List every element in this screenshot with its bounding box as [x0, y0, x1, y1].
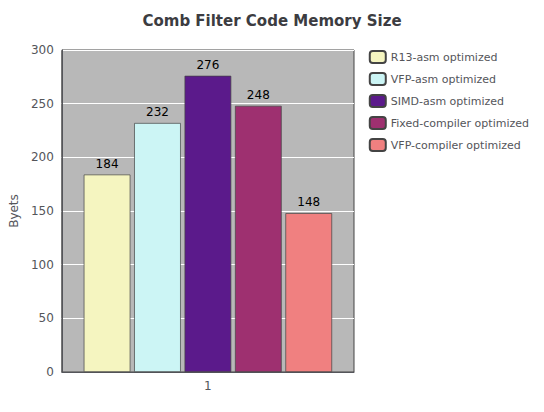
svg-text:VFP-asm optimized: VFP-asm optimized: [391, 73, 496, 86]
svg-text:248: 248: [247, 88, 270, 102]
svg-text:Fixed-compiler optimized: Fixed-compiler optimized: [391, 117, 529, 130]
svg-text:100: 100: [31, 258, 54, 272]
svg-text:200: 200: [31, 150, 54, 164]
svg-text:276: 276: [196, 58, 219, 72]
svg-text:SIMD-asm optimized: SIMD-asm optimized: [391, 95, 504, 108]
svg-text:VFP-compiler optimized: VFP-compiler optimized: [391, 139, 521, 152]
svg-text:150: 150: [31, 204, 54, 218]
svg-text:R13-asm optimized: R13-asm optimized: [391, 51, 498, 64]
svg-text:1: 1: [204, 379, 212, 393]
svg-text:0: 0: [46, 365, 54, 379]
svg-text:Byets: Byets: [7, 194, 21, 228]
svg-text:50: 50: [39, 311, 54, 325]
svg-text:184: 184: [96, 157, 119, 171]
svg-text:Comb Filter Code Memory Size: Comb Filter Code Memory Size: [142, 12, 401, 30]
svg-text:250: 250: [31, 97, 54, 111]
svg-text:300: 300: [31, 43, 54, 57]
svg-text:232: 232: [146, 105, 169, 119]
svg-text:148: 148: [297, 195, 320, 209]
